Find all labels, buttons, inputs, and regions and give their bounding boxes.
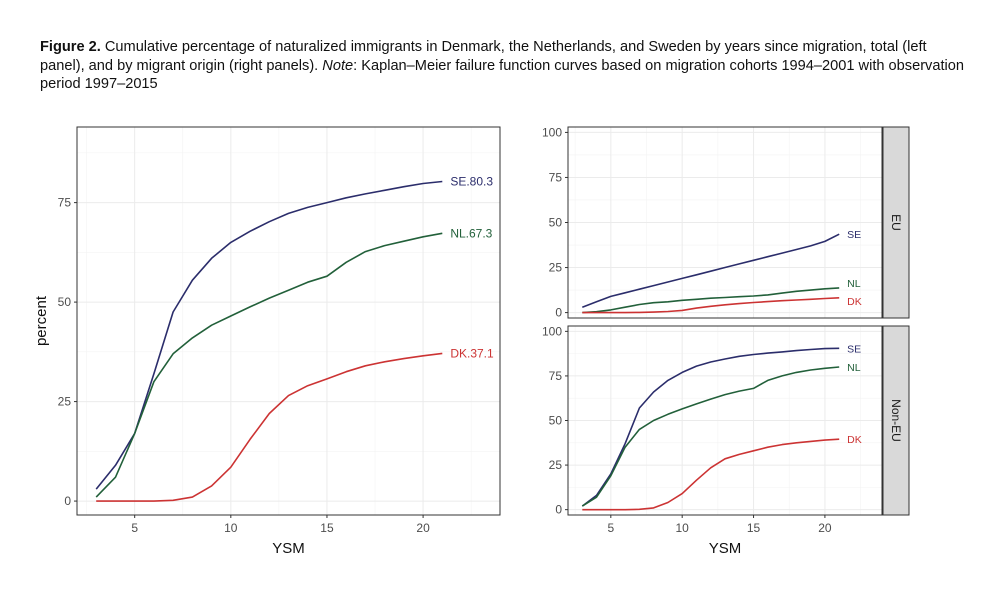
y-tick-label: 50 [549,216,563,230]
figure-caption: Figure 2. Cumulative percentage of natur… [40,38,975,94]
series-label-nl: NL [847,278,861,290]
panel-border [76,126,501,516]
facet-strip [882,325,910,516]
series-line-nl [581,366,840,507]
y-tick-label: 100 [542,324,562,338]
x-axis-label: YSM [272,540,305,557]
y-tick-label: 75 [58,196,72,210]
x-tick-label: 15 [320,521,334,535]
panel-eu: SE NL DK 0 25 50 75 100 EU [542,125,910,320]
series-label-nl: NL.67.3 [450,226,492,240]
y-tick-label: 0 [64,494,71,508]
series-label-se: SE [847,343,861,355]
series-label-nl: NL [847,362,861,374]
series-label-se: SE.80.3 [450,175,493,189]
y-tick-label: 25 [549,458,563,472]
y-axis-label: percent [33,295,50,346]
x-tick-label: 20 [818,521,832,535]
y-tick-label: 75 [549,170,563,184]
series-label-dk: DK.37.1 [450,346,494,360]
y-tick-label: 0 [555,503,562,517]
x-tick-label: 15 [747,521,761,535]
series-line-se [95,180,443,490]
y-tick-label: 0 [555,306,562,320]
x-axis-label: YSM [709,540,742,557]
x-tick-label: 20 [416,521,430,535]
series-label-dk: DK [847,434,862,446]
series-line-dk [582,297,840,314]
y-tick-label: 50 [549,414,563,428]
series-line-se [582,233,840,308]
facet-strip [882,126,910,319]
y-tick-label: 25 [549,261,563,275]
series-label-se: SE [847,229,861,241]
series-line-dk [96,352,443,502]
y-tick-label: 50 [58,295,72,309]
series-line-nl [95,232,443,498]
x-tick-label: 10 [224,521,238,535]
x-tick-label: 5 [131,521,138,535]
caption-note-label: Note [322,57,354,74]
x-tick-label: 10 [676,521,690,535]
facet-strip-label: Non-EU [889,399,903,442]
series-line-se [581,347,840,507]
y-tick-label: 100 [542,125,562,139]
panel-non-eu: SE NL DK 0 25 50 75 100 5 10 15 20 YSM Non-EU [542,324,910,557]
facet-strip-label: EU [889,214,903,231]
panel-total: SE.80.3 NL.67.3 DK.37.1 0 25 50 75 5 10 15 20 YSM pe… [33,126,501,557]
caption-text-note: : Kaplan–Meier failure function curves b… [40,57,964,93]
series-line-nl [582,287,840,314]
series-label-dk: DK [847,296,862,308]
x-tick-label: 5 [607,521,614,535]
y-tick-label: 75 [549,369,563,383]
caption-text-main: Cumulative percentage of naturalized imm… [40,39,927,74]
y-tick-label: 25 [58,395,72,409]
series-line-dk [582,438,840,511]
figure-label: Figure 2. [40,39,101,55]
